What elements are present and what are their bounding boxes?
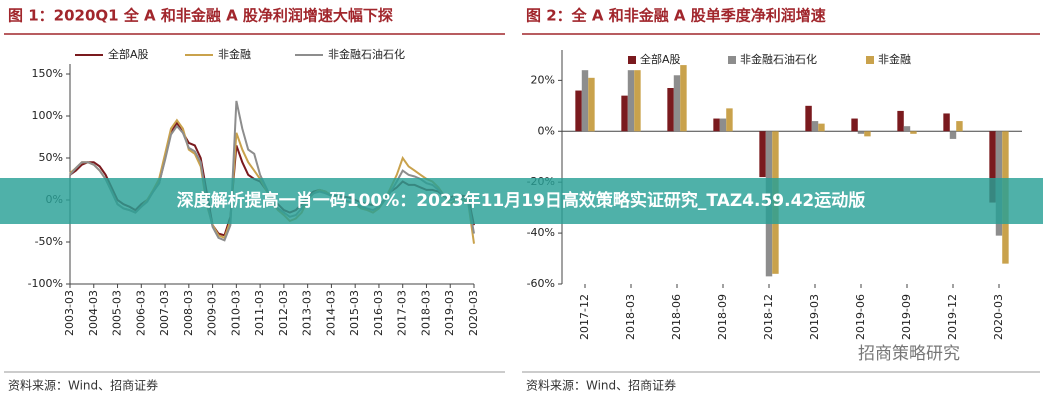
x-tick-label: 2015-03 xyxy=(348,290,361,336)
legend-swatch xyxy=(866,56,874,64)
x-tick-label: 2014-03 xyxy=(324,290,337,336)
bar xyxy=(581,70,589,132)
y-tick-label: 50% xyxy=(39,151,63,164)
bar xyxy=(759,131,766,178)
x-tick-label: 2019-09 xyxy=(900,294,913,340)
bar xyxy=(805,105,812,132)
x-tick-label: 2007-03 xyxy=(158,290,171,336)
x-tick-label: 2017-03 xyxy=(396,290,409,336)
y-tick-label: -50% xyxy=(35,235,63,248)
x-tick-label: 2009-03 xyxy=(206,290,219,336)
y-tick-label: 20% xyxy=(531,73,555,86)
x-tick-label: 2013-03 xyxy=(301,290,314,336)
x-tick-label: 2006-03 xyxy=(134,290,147,336)
x-tick-label: 2011-03 xyxy=(253,290,266,336)
bar xyxy=(667,88,674,132)
banner-bg xyxy=(0,178,1043,224)
legend-label: 非金融石油石化 xyxy=(740,52,817,66)
bar xyxy=(956,121,963,132)
x-tick-label: 2018-12 xyxy=(762,294,775,340)
y-tick-label: 150% xyxy=(32,67,63,80)
bar xyxy=(910,131,917,134)
x-tick-label: 2012-03 xyxy=(277,290,290,336)
bar xyxy=(989,131,996,203)
y-tick-label: 0% xyxy=(538,124,555,137)
x-tick-label: 2019-06 xyxy=(854,294,867,340)
x-tick-label: 2019-03 xyxy=(443,290,456,336)
bar xyxy=(680,65,687,132)
bar xyxy=(621,95,628,132)
bar xyxy=(673,75,681,132)
bar xyxy=(943,113,950,132)
bar xyxy=(903,126,911,132)
bar xyxy=(575,90,582,132)
bar xyxy=(588,77,595,132)
x-tick-label: 2018-03 xyxy=(419,290,432,336)
x-tick-label: 2018-09 xyxy=(716,294,729,340)
x-tick-label: 2018-06 xyxy=(670,294,683,340)
bar xyxy=(949,131,957,139)
bar xyxy=(634,70,641,132)
y-tick-label: -40% xyxy=(527,226,555,239)
bar xyxy=(851,118,858,132)
x-tick-label: 2005-03 xyxy=(111,290,124,336)
x-tick-label: 2020-03 xyxy=(992,294,1005,340)
x-tick-label: 2020-03 xyxy=(467,290,480,336)
x-tick-label: 2017-12 xyxy=(578,294,591,340)
bar xyxy=(726,108,733,132)
y-tick-label: 100% xyxy=(32,109,63,122)
bar xyxy=(857,131,865,134)
x-tick-label: 2016-03 xyxy=(372,290,385,336)
x-tick-label: 2010-03 xyxy=(229,290,242,336)
x-tick-label: 2019-12 xyxy=(946,294,959,340)
legend-label: 非金融 xyxy=(218,47,251,61)
bar xyxy=(719,118,727,132)
watermark: 招商策略研究 xyxy=(858,344,960,364)
y-tick-label: -60% xyxy=(527,277,555,290)
x-tick-label: 2008-03 xyxy=(182,290,195,336)
source: 资料来源：Wind、招商证券 xyxy=(8,378,158,393)
bar xyxy=(713,118,720,132)
x-tick-label: 2004-03 xyxy=(87,290,100,336)
bar xyxy=(864,131,871,137)
y-tick-label: -100% xyxy=(28,277,63,290)
legend-swatch xyxy=(728,56,736,64)
bar xyxy=(818,123,825,132)
x-tick-label: 2018-03 xyxy=(624,294,637,340)
bar xyxy=(627,70,635,132)
bar xyxy=(897,110,904,132)
legend-label: 全部A股 xyxy=(640,52,681,66)
legend-label: 全部A股 xyxy=(108,47,149,61)
x-tick-label: 2003-03 xyxy=(63,290,76,336)
x-tick-label: 2019-03 xyxy=(808,294,821,340)
legend-label: 非金融 xyxy=(878,52,911,66)
chart-title: 图 2：全 A 和非金融 A 股单季度净利润增速 xyxy=(526,7,826,25)
source: 资料来源：Wind、招商证券 xyxy=(526,378,676,393)
chart-title: 图 1：2020Q1 全 A 和非金融 A 股净利润增速大幅下探 xyxy=(8,7,393,25)
legend-swatch xyxy=(628,56,636,64)
legend-label: 非金融石油石化 xyxy=(328,47,405,61)
banner: 深度解析提高一肖一码100%：2023年11月19日高效策略实证研究_TAZ4.… xyxy=(177,190,865,211)
bar xyxy=(811,121,819,132)
